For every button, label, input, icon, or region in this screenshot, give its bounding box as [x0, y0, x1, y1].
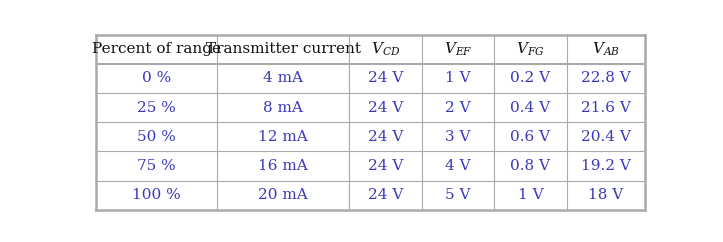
Text: 3 V: 3 V: [445, 130, 471, 144]
Text: 16 mA: 16 mA: [258, 159, 308, 173]
Text: 5 V: 5 V: [445, 188, 471, 202]
Text: 24 V: 24 V: [368, 159, 403, 173]
Text: 24 V: 24 V: [368, 101, 403, 115]
Text: 4 mA: 4 mA: [263, 71, 303, 85]
Text: 12 mA: 12 mA: [258, 130, 308, 144]
Text: 24 V: 24 V: [368, 188, 403, 202]
Text: $V_{EF}$: $V_{EF}$: [444, 40, 472, 58]
Text: 25 %: 25 %: [137, 101, 176, 115]
Text: 0 %: 0 %: [142, 71, 171, 85]
Text: 0.6 V: 0.6 V: [510, 130, 550, 144]
Text: $V_{AB}$: $V_{AB}$: [592, 40, 620, 58]
Text: 21.6 V: 21.6 V: [581, 101, 630, 115]
Text: 18 V: 18 V: [589, 188, 623, 202]
Text: 0.8 V: 0.8 V: [510, 159, 550, 173]
Text: 19.2 V: 19.2 V: [581, 159, 630, 173]
Text: Percent of range: Percent of range: [92, 42, 221, 56]
Text: 4 V: 4 V: [445, 159, 471, 173]
Text: 2 V: 2 V: [445, 101, 471, 115]
Text: $V_{CD}$: $V_{CD}$: [371, 40, 401, 58]
Text: 1 V: 1 V: [518, 188, 543, 202]
Text: Transmitter current: Transmitter current: [205, 42, 361, 56]
Text: 100 %: 100 %: [132, 188, 181, 202]
Text: 24 V: 24 V: [368, 71, 403, 85]
Text: 1 V: 1 V: [445, 71, 471, 85]
Text: $V_{FG}$: $V_{FG}$: [516, 40, 544, 58]
Text: 0.2 V: 0.2 V: [510, 71, 550, 85]
Text: 20 mA: 20 mA: [258, 188, 308, 202]
Text: 75 %: 75 %: [137, 159, 176, 173]
Text: 20.4 V: 20.4 V: [581, 130, 630, 144]
Text: 0.4 V: 0.4 V: [510, 101, 550, 115]
Text: 24 V: 24 V: [368, 130, 403, 144]
Text: 8 mA: 8 mA: [263, 101, 303, 115]
Text: 50 %: 50 %: [137, 130, 176, 144]
Text: 22.8 V: 22.8 V: [581, 71, 630, 85]
